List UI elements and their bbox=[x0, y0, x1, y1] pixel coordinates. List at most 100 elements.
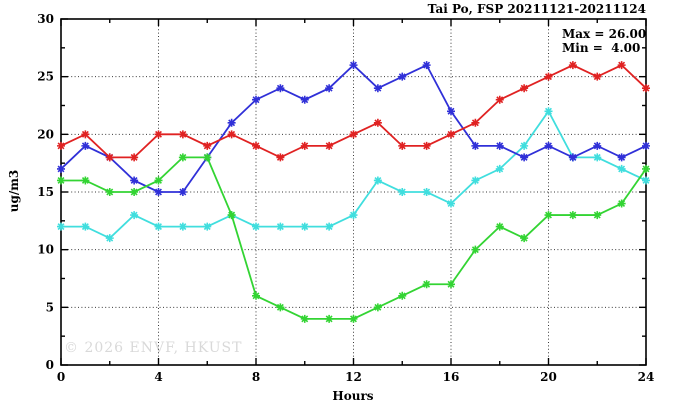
red-series-marker bbox=[642, 84, 650, 93]
cyan-series-marker bbox=[642, 176, 650, 185]
max-label: Max = 26.00 bbox=[562, 27, 647, 41]
red-series-marker bbox=[349, 130, 358, 139]
red-series-marker bbox=[593, 72, 602, 81]
cyan-series-marker bbox=[178, 222, 187, 231]
green-series-marker bbox=[130, 188, 139, 196]
y-axis-title: ug/m3 bbox=[7, 169, 21, 213]
red-series-marker bbox=[398, 141, 407, 150]
y-tick-label: 30 bbox=[37, 12, 54, 26]
min-label: Min = 4.00 bbox=[562, 41, 641, 55]
cyan-series-marker bbox=[154, 222, 163, 231]
green-series-marker bbox=[57, 176, 65, 185]
cyan-series-marker bbox=[325, 222, 334, 231]
cyan-series-marker bbox=[447, 199, 455, 208]
cyan-series-marker bbox=[593, 153, 602, 162]
red-series-marker bbox=[471, 118, 480, 127]
blue-series-marker bbox=[617, 153, 626, 162]
blue-series-marker bbox=[373, 84, 382, 93]
blue-series-marker bbox=[447, 107, 455, 116]
cyan-series-marker bbox=[105, 234, 114, 243]
green-series-marker bbox=[349, 314, 358, 323]
red-series-marker bbox=[422, 141, 431, 150]
green-series-marker bbox=[373, 303, 382, 312]
y-tick-label: 15 bbox=[37, 185, 54, 199]
green-series-marker bbox=[495, 222, 504, 231]
stats-annotation: Max = 26.00 Min = 4.00 bbox=[562, 27, 646, 55]
blue-series-marker bbox=[252, 95, 260, 104]
green-series-marker bbox=[593, 211, 602, 220]
green-series-marker bbox=[300, 314, 309, 323]
blue-series-marker bbox=[57, 164, 65, 173]
blue-series-marker bbox=[300, 95, 309, 104]
x-axis-title: Hours bbox=[332, 389, 374, 403]
red-series-marker bbox=[178, 130, 187, 139]
blue-series-marker bbox=[276, 84, 285, 93]
blue-series-marker bbox=[642, 141, 650, 150]
blue-series-marker bbox=[398, 72, 407, 81]
cyan-series-line bbox=[61, 109, 647, 240]
red-series-marker bbox=[325, 141, 334, 150]
cyan-series-marker bbox=[57, 222, 65, 231]
red-series-marker bbox=[544, 72, 553, 81]
y-tick-label: 25 bbox=[37, 70, 54, 84]
green-series-marker bbox=[568, 211, 577, 220]
cyan-series-marker bbox=[471, 176, 480, 185]
cyan-series-marker bbox=[373, 176, 382, 185]
red-series-marker bbox=[495, 95, 504, 104]
green-series-marker bbox=[544, 211, 553, 220]
cyan-series-marker bbox=[422, 188, 431, 196]
green-series-marker bbox=[398, 291, 407, 300]
cyan-series-marker bbox=[81, 222, 90, 231]
blue-series-marker bbox=[154, 188, 163, 196]
cyan-series-marker bbox=[398, 188, 407, 196]
x-tick-label: 12 bbox=[345, 370, 362, 384]
chart-title: Tai Po, FSP 20211121-20211124 bbox=[427, 2, 646, 16]
y-tick-label: 10 bbox=[37, 243, 54, 257]
axes-border bbox=[60, 18, 647, 366]
green-series-marker bbox=[252, 291, 260, 300]
cyan-series-marker bbox=[203, 222, 212, 231]
y-tick-label: 0 bbox=[46, 358, 54, 372]
cyan-series-marker bbox=[252, 222, 260, 231]
green-series-marker bbox=[227, 211, 236, 220]
x-tick-label: 24 bbox=[638, 370, 655, 384]
red-series-marker bbox=[520, 84, 529, 93]
red-series-marker bbox=[276, 153, 285, 162]
cyan-series-marker bbox=[495, 164, 504, 173]
x-tick-label: 0 bbox=[57, 370, 65, 384]
green-series-marker bbox=[178, 153, 187, 162]
blue-series-marker bbox=[422, 61, 431, 70]
green-series-marker bbox=[325, 314, 334, 323]
blue-series-marker bbox=[227, 118, 236, 127]
cyan-series-marker bbox=[617, 164, 626, 173]
cyan-series-marker bbox=[544, 107, 553, 116]
green-series-marker bbox=[276, 303, 285, 312]
x-tick-label: 20 bbox=[540, 370, 557, 384]
red-series-marker bbox=[203, 141, 212, 150]
red-series-marker bbox=[227, 130, 236, 139]
green-series-marker bbox=[642, 164, 650, 173]
x-tick-label: 4 bbox=[154, 370, 162, 384]
y-tick-label: 20 bbox=[37, 127, 54, 141]
watermark: © 2026 ENVF, HKUST bbox=[64, 340, 243, 356]
green-series-marker bbox=[81, 176, 90, 185]
blue-series-marker bbox=[520, 153, 529, 162]
blue-series-marker bbox=[325, 84, 334, 93]
green-series-marker bbox=[471, 245, 480, 254]
x-tick-label: 8 bbox=[252, 370, 260, 384]
red-series-marker bbox=[252, 141, 260, 150]
blue-series-marker bbox=[593, 141, 602, 150]
red-series-marker bbox=[373, 118, 382, 127]
cyan-series-marker bbox=[520, 141, 529, 150]
red-series-marker bbox=[300, 141, 309, 150]
blue-series-marker bbox=[178, 188, 187, 196]
blue-series-marker bbox=[81, 141, 90, 150]
red-series-marker bbox=[81, 130, 90, 139]
cyan-series-marker bbox=[276, 222, 285, 231]
blue-series-marker bbox=[568, 153, 577, 162]
x-tick-label: 16 bbox=[443, 370, 460, 384]
green-series-marker bbox=[520, 234, 529, 243]
cyan-series-marker bbox=[130, 211, 139, 220]
